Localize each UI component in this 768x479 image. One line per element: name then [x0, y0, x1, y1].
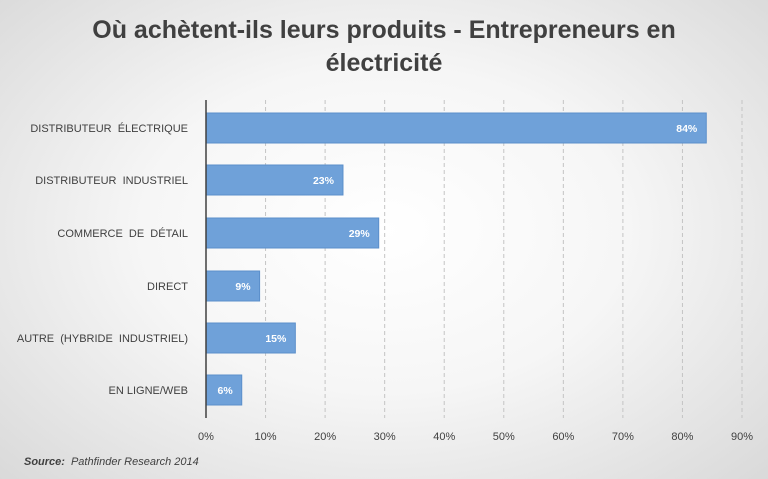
category-label: COMMERCE DE DÉTAIL — [57, 227, 188, 240]
data-label: 29% — [349, 228, 371, 240]
data-label: 6% — [218, 385, 234, 397]
chart-title-line-1: Où achètent-ils leurs produits - Entrepr… — [92, 16, 676, 44]
x-tick-label: 90% — [731, 431, 753, 443]
x-tick-label: 30% — [374, 431, 396, 443]
data-label: 23% — [313, 175, 335, 187]
chart-title: Où achètent-ils leurs produits - Entrepr… — [0, 14, 768, 80]
chart-title-line-2: électricité — [325, 49, 443, 77]
source-note: Source: Pathfinder Research 2014 — [24, 456, 199, 468]
bar — [205, 270, 261, 302]
x-tick-label: 70% — [612, 431, 634, 443]
x-tick-label: 10% — [255, 431, 277, 443]
x-tick-label: 60% — [552, 431, 574, 443]
x-tick-label: 80% — [671, 431, 693, 443]
bar — [205, 322, 296, 354]
source-text: Pathfinder Research 2014 — [70, 456, 199, 468]
bar — [205, 112, 707, 144]
x-tick-label: 20% — [314, 431, 336, 443]
bar — [205, 374, 243, 406]
x-tick-label: 40% — [433, 431, 455, 443]
category-label: EN LIGNE/WEB — [109, 385, 188, 397]
data-label: 9% — [235, 281, 251, 293]
x-tick-label: 0% — [198, 431, 214, 443]
category-label: DISTRIBUTEUR ÉLECTRIQUE — [30, 122, 188, 135]
category-label: DISTRIBUTEUR INDUSTRIEL — [35, 175, 188, 187]
data-label: 15% — [265, 333, 287, 345]
data-label: 84% — [676, 123, 698, 135]
source-label: Source: — [24, 456, 65, 468]
category-label: AUTRE (HYBRIDE INDUSTRIEL) — [17, 333, 188, 345]
x-tick-label: 50% — [493, 431, 515, 443]
bar — [205, 164, 344, 196]
category-label: DIRECT — [147, 281, 188, 293]
